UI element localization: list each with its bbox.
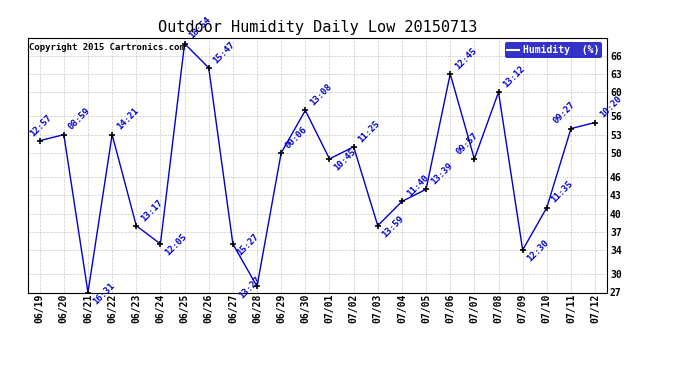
Text: 11:25: 11:25: [357, 118, 382, 144]
Text: 14:21: 14:21: [115, 106, 140, 132]
Text: 13:39: 13:39: [429, 161, 454, 186]
Text: 12:05: 12:05: [164, 232, 188, 258]
Legend: Humidity  (%): Humidity (%): [504, 42, 602, 58]
Text: 12:30: 12:30: [526, 238, 551, 264]
Text: 13:59: 13:59: [381, 214, 406, 240]
Text: 13:08: 13:08: [308, 82, 333, 108]
Text: 13:17: 13:17: [139, 198, 164, 223]
Text: Copyright 2015 Cartronics.com: Copyright 2015 Cartronics.com: [29, 43, 185, 52]
Text: 13:12: 13:12: [502, 64, 526, 89]
Text: 08:59: 08:59: [67, 106, 92, 132]
Text: 11:40: 11:40: [405, 173, 430, 199]
Text: 15:27: 15:27: [236, 232, 261, 258]
Text: 11:35: 11:35: [550, 179, 575, 205]
Text: 09:27: 09:27: [551, 100, 577, 126]
Text: 15:47: 15:47: [212, 40, 237, 65]
Text: 00:06: 00:06: [284, 125, 309, 150]
Title: Outdoor Humidity Daily Low 20150713: Outdoor Humidity Daily Low 20150713: [158, 20, 477, 35]
Text: 13:27: 13:27: [237, 275, 263, 300]
Text: 10:20: 10:20: [598, 94, 623, 120]
Text: 16:31: 16:31: [91, 281, 116, 306]
Text: 12:45: 12:45: [453, 46, 478, 71]
Text: 09:57: 09:57: [455, 131, 480, 156]
Text: 18:54: 18:54: [188, 15, 213, 41]
Text: 10:45: 10:45: [333, 147, 357, 173]
Text: 12:57: 12:57: [28, 112, 54, 138]
